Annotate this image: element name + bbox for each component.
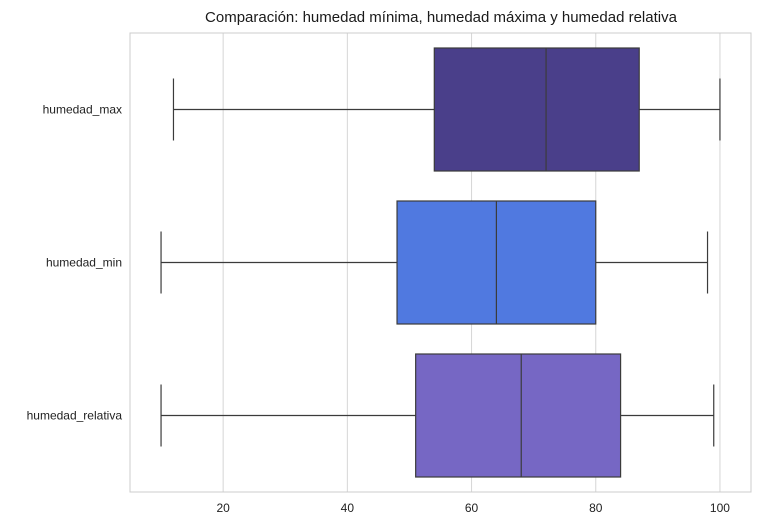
plot-frame: [129, 32, 752, 493]
x-tick-label: 20: [216, 501, 230, 515]
tick-layer: 20 40 60 80 100 humedad_max humedad_minhumedad…: [27, 103, 731, 516]
box-layer: [160, 47, 721, 478]
x-tick-label: 80: [589, 501, 603, 515]
y-tick-label: humedad_relativa: [27, 409, 123, 423]
box-group-humedad_max: [172, 47, 721, 172]
chart-title: Comparación: humedad mínima, humedad máx…: [205, 9, 678, 26]
y-tick-label: humedad_max: [43, 103, 122, 117]
x-tick-label: 40: [341, 501, 355, 515]
x-tick-label: 60: [465, 501, 479, 515]
box-iqr: [415, 353, 622, 478]
box-iqr: [433, 47, 640, 172]
y-tick-label: humedad_min: [46, 256, 122, 270]
box-group-humedad_relativa: [160, 353, 715, 478]
box-group-humedad_min: [160, 200, 709, 325]
x-tick-label: 100: [710, 501, 730, 515]
